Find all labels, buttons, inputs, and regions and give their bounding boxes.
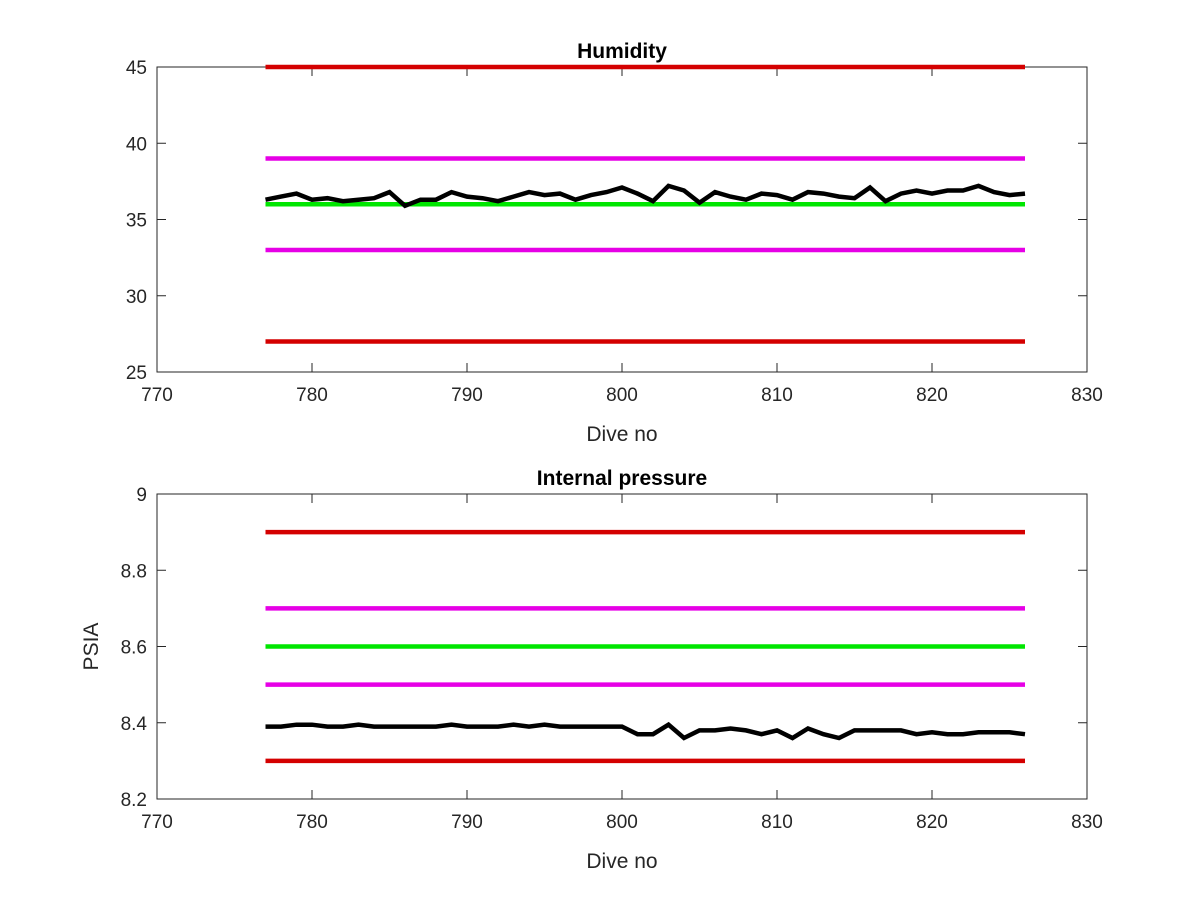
y-axis-label: PSIA bbox=[80, 623, 103, 671]
y-tick-label: 30 bbox=[126, 287, 147, 308]
y-tick-label: 8.6 bbox=[121, 638, 147, 659]
x-tick-label: 810 bbox=[761, 385, 793, 406]
x-tick-label: 820 bbox=[916, 385, 948, 406]
y-tick-label: 35 bbox=[126, 211, 147, 232]
axes-box bbox=[156, 66, 1088, 373]
series-line-6 bbox=[265, 183, 1026, 209]
plot-2: 770 780 790 800 810 820 830 8.2 8.4 8.6 8.8 9 Intern… bbox=[80, 467, 1103, 873]
plot-1: 770 780 790 800 810 820 830 25 30 35 40 45 Humidity D… bbox=[126, 40, 1103, 446]
x-tick-label: 780 bbox=[296, 812, 328, 833]
x-tick-label: 770 bbox=[141, 385, 173, 406]
chart-title: Internal pressure bbox=[537, 467, 707, 490]
x-axis-label: Dive no bbox=[586, 423, 657, 446]
y-tick-label: 9 bbox=[136, 485, 147, 506]
y-tick-label: 8.8 bbox=[121, 561, 147, 582]
y-tick-label: 45 bbox=[126, 58, 147, 79]
x-tick-label: 810 bbox=[761, 812, 793, 833]
chart-title: Humidity bbox=[577, 40, 667, 63]
x-tick-label: 790 bbox=[451, 385, 483, 406]
y-tick-label: 8.2 bbox=[121, 790, 147, 811]
x-tick-label: 830 bbox=[1071, 812, 1103, 833]
x-tick-label: 800 bbox=[606, 385, 638, 406]
series-group bbox=[265, 64, 1026, 344]
x-tick-label: 830 bbox=[1071, 385, 1103, 406]
x-axis-label: Dive no bbox=[586, 850, 657, 873]
x-tick-label: 790 bbox=[451, 812, 483, 833]
x-tick-label: 780 bbox=[296, 385, 328, 406]
x-tick-label: 800 bbox=[606, 812, 638, 833]
y-tick-label: 8.4 bbox=[121, 714, 148, 735]
x-tick-label: 770 bbox=[141, 812, 173, 833]
series-line-6 bbox=[265, 721, 1026, 741]
x-tick-label: 820 bbox=[916, 812, 948, 833]
y-tick-label: 25 bbox=[126, 363, 147, 384]
y-tick-label: 40 bbox=[126, 134, 147, 155]
series-group bbox=[265, 529, 1026, 764]
